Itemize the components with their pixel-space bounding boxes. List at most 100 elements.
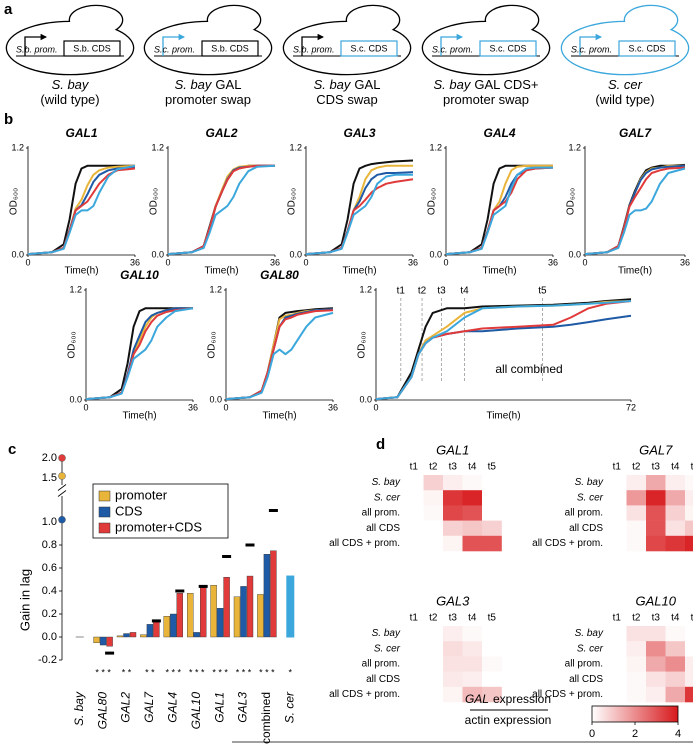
cds-label: S.c. CDS [628, 43, 665, 53]
cds-box [618, 40, 676, 57]
heatmap-cell [607, 505, 627, 521]
heatmap-cell [607, 641, 627, 657]
column-label: t3 [449, 462, 458, 473]
heatmap-cell [404, 505, 424, 521]
bar [186, 593, 194, 638]
heatmap-cell [443, 641, 463, 657]
y-axis-label: OD₆₀₀ [67, 331, 78, 358]
heatmap-cell [607, 656, 627, 672]
heatmap-cell [482, 671, 502, 688]
x-tick-label: 0 [582, 257, 587, 267]
cell-label: S. bay [52, 77, 90, 92]
row-label: all prom. [362, 659, 400, 670]
bar [193, 632, 200, 638]
heatmap-cell [443, 626, 463, 642]
text-part: GAL [215, 77, 241, 92]
panel-label: a [4, 1, 13, 18]
cell-label: S. cer [608, 77, 643, 92]
colorbar-numerator: GAL expression [465, 692, 551, 706]
heatmap-cell [626, 535, 647, 552]
y-tick-label: 1.2 [568, 142, 581, 152]
row-label: all CDS [366, 523, 400, 534]
heatmap-cell [404, 641, 424, 657]
heatmap-cell [462, 490, 483, 506]
heatmap-cell [443, 686, 463, 703]
heatmap-cell [404, 475, 424, 491]
legend-swatch [98, 506, 111, 518]
x-axis-label: Time(h) [482, 266, 516, 277]
column-label: t4 [468, 462, 477, 473]
cds-box [201, 40, 259, 57]
cell-label: promoter swap [443, 92, 529, 107]
x-axis-label: Time(h) [618, 266, 652, 277]
heatmap-cell [482, 535, 502, 552]
cds-box [479, 40, 537, 57]
row-label: all CDS [569, 523, 603, 534]
plot-title: GAL4 [483, 126, 515, 140]
row-label: all CDS + prom. [532, 538, 603, 549]
x-axis-label: Time(h) [204, 266, 238, 277]
x-axis-label: Time(h) [262, 411, 296, 422]
time-marker-label: t3 [437, 286, 446, 297]
x-axis-label: Time(h) [342, 266, 376, 277]
growth-curve [375, 300, 632, 401]
heatmap-title: GAL7 [639, 442, 673, 457]
heatmap-cell [607, 520, 627, 537]
heatmap-cell [626, 686, 647, 703]
column-label: t1 [613, 613, 622, 624]
column-label: t3 [449, 613, 458, 624]
column-label: t2 [632, 613, 641, 624]
growth-curve [27, 164, 135, 256]
growth-curve [167, 164, 276, 256]
panel-label: d [376, 436, 385, 453]
y-axis-label: Gain in lag [17, 569, 32, 631]
row-label: S. cer [577, 643, 604, 654]
heatmap-cell [482, 656, 502, 672]
heatmap-cell [607, 475, 627, 491]
x-tick-label: GAL3 [236, 692, 250, 723]
promoter-arrow [440, 33, 464, 56]
x-tick-label: 0 [303, 257, 308, 267]
heatmap-cell [685, 671, 693, 688]
cell-label: CDS swap [316, 92, 377, 107]
bar [153, 620, 160, 638]
column-label: t2 [429, 462, 438, 473]
heatmap-cell [646, 475, 666, 491]
bar [170, 613, 177, 638]
heatmap-cell [443, 490, 463, 506]
x-tick-label: S. bay [72, 691, 86, 726]
text-part: S. bay [52, 77, 90, 92]
y-axis-label: OD₆₀₀ [427, 188, 438, 215]
column-label: t3 [652, 613, 661, 624]
heatmap-cell [423, 475, 444, 491]
bar [240, 586, 247, 638]
row-label: all prom. [362, 508, 400, 519]
growth-curve [85, 307, 193, 401]
heatmap-cell [404, 520, 424, 537]
cds-box [340, 40, 398, 57]
promoter-arrow [162, 33, 186, 56]
bar [210, 585, 217, 638]
cell-label: (wild type) [40, 92, 99, 107]
heatmap-cell [646, 535, 666, 552]
promoter-label: S.c. prom. [432, 44, 473, 54]
x-axis-label: Time(h) [64, 266, 98, 277]
heatmap-cell [443, 475, 463, 491]
heatmap-cell [423, 535, 444, 552]
colorbar-tick-label: 4 [675, 728, 681, 740]
row-label: S. cer [577, 492, 604, 503]
row-label: all CDS [366, 674, 400, 685]
text-part: promoter swap [443, 92, 529, 107]
heatmap-cell [685, 475, 693, 491]
growth-curve [305, 173, 413, 256]
x-tick-label: 36 [328, 402, 338, 412]
text-part: S. bay [175, 77, 213, 92]
heatmap-cell [607, 490, 627, 506]
bar [270, 550, 277, 638]
heatmap-cell [404, 671, 424, 688]
heatmap-cell [423, 505, 444, 521]
heatmap-cell [665, 535, 686, 552]
growth-curve [305, 171, 414, 256]
heatmap-cell [462, 671, 483, 688]
